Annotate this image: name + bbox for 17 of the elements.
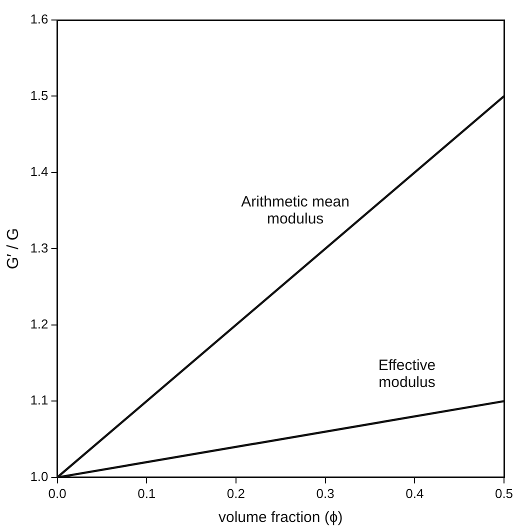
y-tick-label: 1.1	[30, 392, 48, 408]
x-tick-label: 0.1	[138, 486, 156, 501]
y-tick-label: 1.3	[30, 240, 48, 256]
y-tick-label: 1.4	[30, 164, 48, 180]
series-label: Arithmetic mean modulus	[241, 193, 350, 228]
y-tick-label: 1.0	[30, 468, 48, 484]
x-tick-label: 0.5	[494, 486, 514, 501]
x-tick-label: 0.0	[48, 486, 66, 501]
y-tick-label: 1.2	[30, 316, 48, 332]
x-axis-title: volume fraction (ϕ)	[218, 509, 343, 526]
x-tick-label: 0.4	[406, 486, 424, 501]
x-tick-label: 0.3	[316, 486, 334, 501]
y-axis-title: G′ / G	[5, 228, 22, 270]
x-tick-label: 0.2	[226, 486, 245, 501]
y-tick-label: 1.5	[30, 88, 48, 103]
series-label: Effective modulus	[378, 357, 436, 392]
y-tick-label: 1.6	[30, 12, 48, 27]
